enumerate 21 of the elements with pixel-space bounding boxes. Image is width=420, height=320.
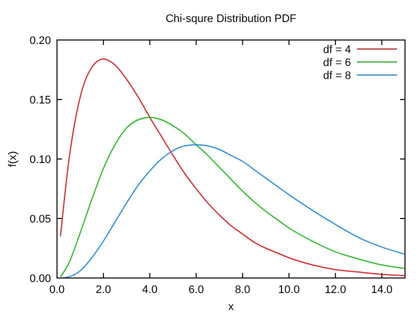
line-series — [60, 58, 406, 276]
y-tick-label: 0.20 — [30, 35, 51, 47]
x-tick-label: 6.0 — [188, 284, 204, 296]
y-tick-label: 0.05 — [30, 214, 51, 226]
y-tick-label: 0.00 — [30, 273, 51, 285]
y-tick-label: 0.10 — [30, 154, 51, 166]
x-axis-title: x — [228, 301, 234, 313]
x-tick-label: 8.0 — [234, 284, 250, 296]
y-tick-label: 0.15 — [30, 94, 51, 106]
x-tick-label: 12.0 — [324, 284, 346, 296]
legend-label: df = 4 — [323, 44, 351, 56]
line-series — [60, 116, 406, 278]
legend-label: df = 6 — [323, 57, 351, 69]
x-tick-label: 10.0 — [278, 284, 300, 296]
x-tick-label: 0.0 — [49, 284, 65, 296]
legend-label: df = 8 — [323, 70, 351, 82]
x-tick-label: 14.0 — [371, 284, 393, 296]
x-tick-label: 2.0 — [96, 284, 112, 296]
y-axis-title: f(x) — [7, 151, 19, 167]
chart-title: Chi-squre Distribution PDF — [166, 13, 297, 25]
x-tick-label: 4.0 — [142, 284, 158, 296]
